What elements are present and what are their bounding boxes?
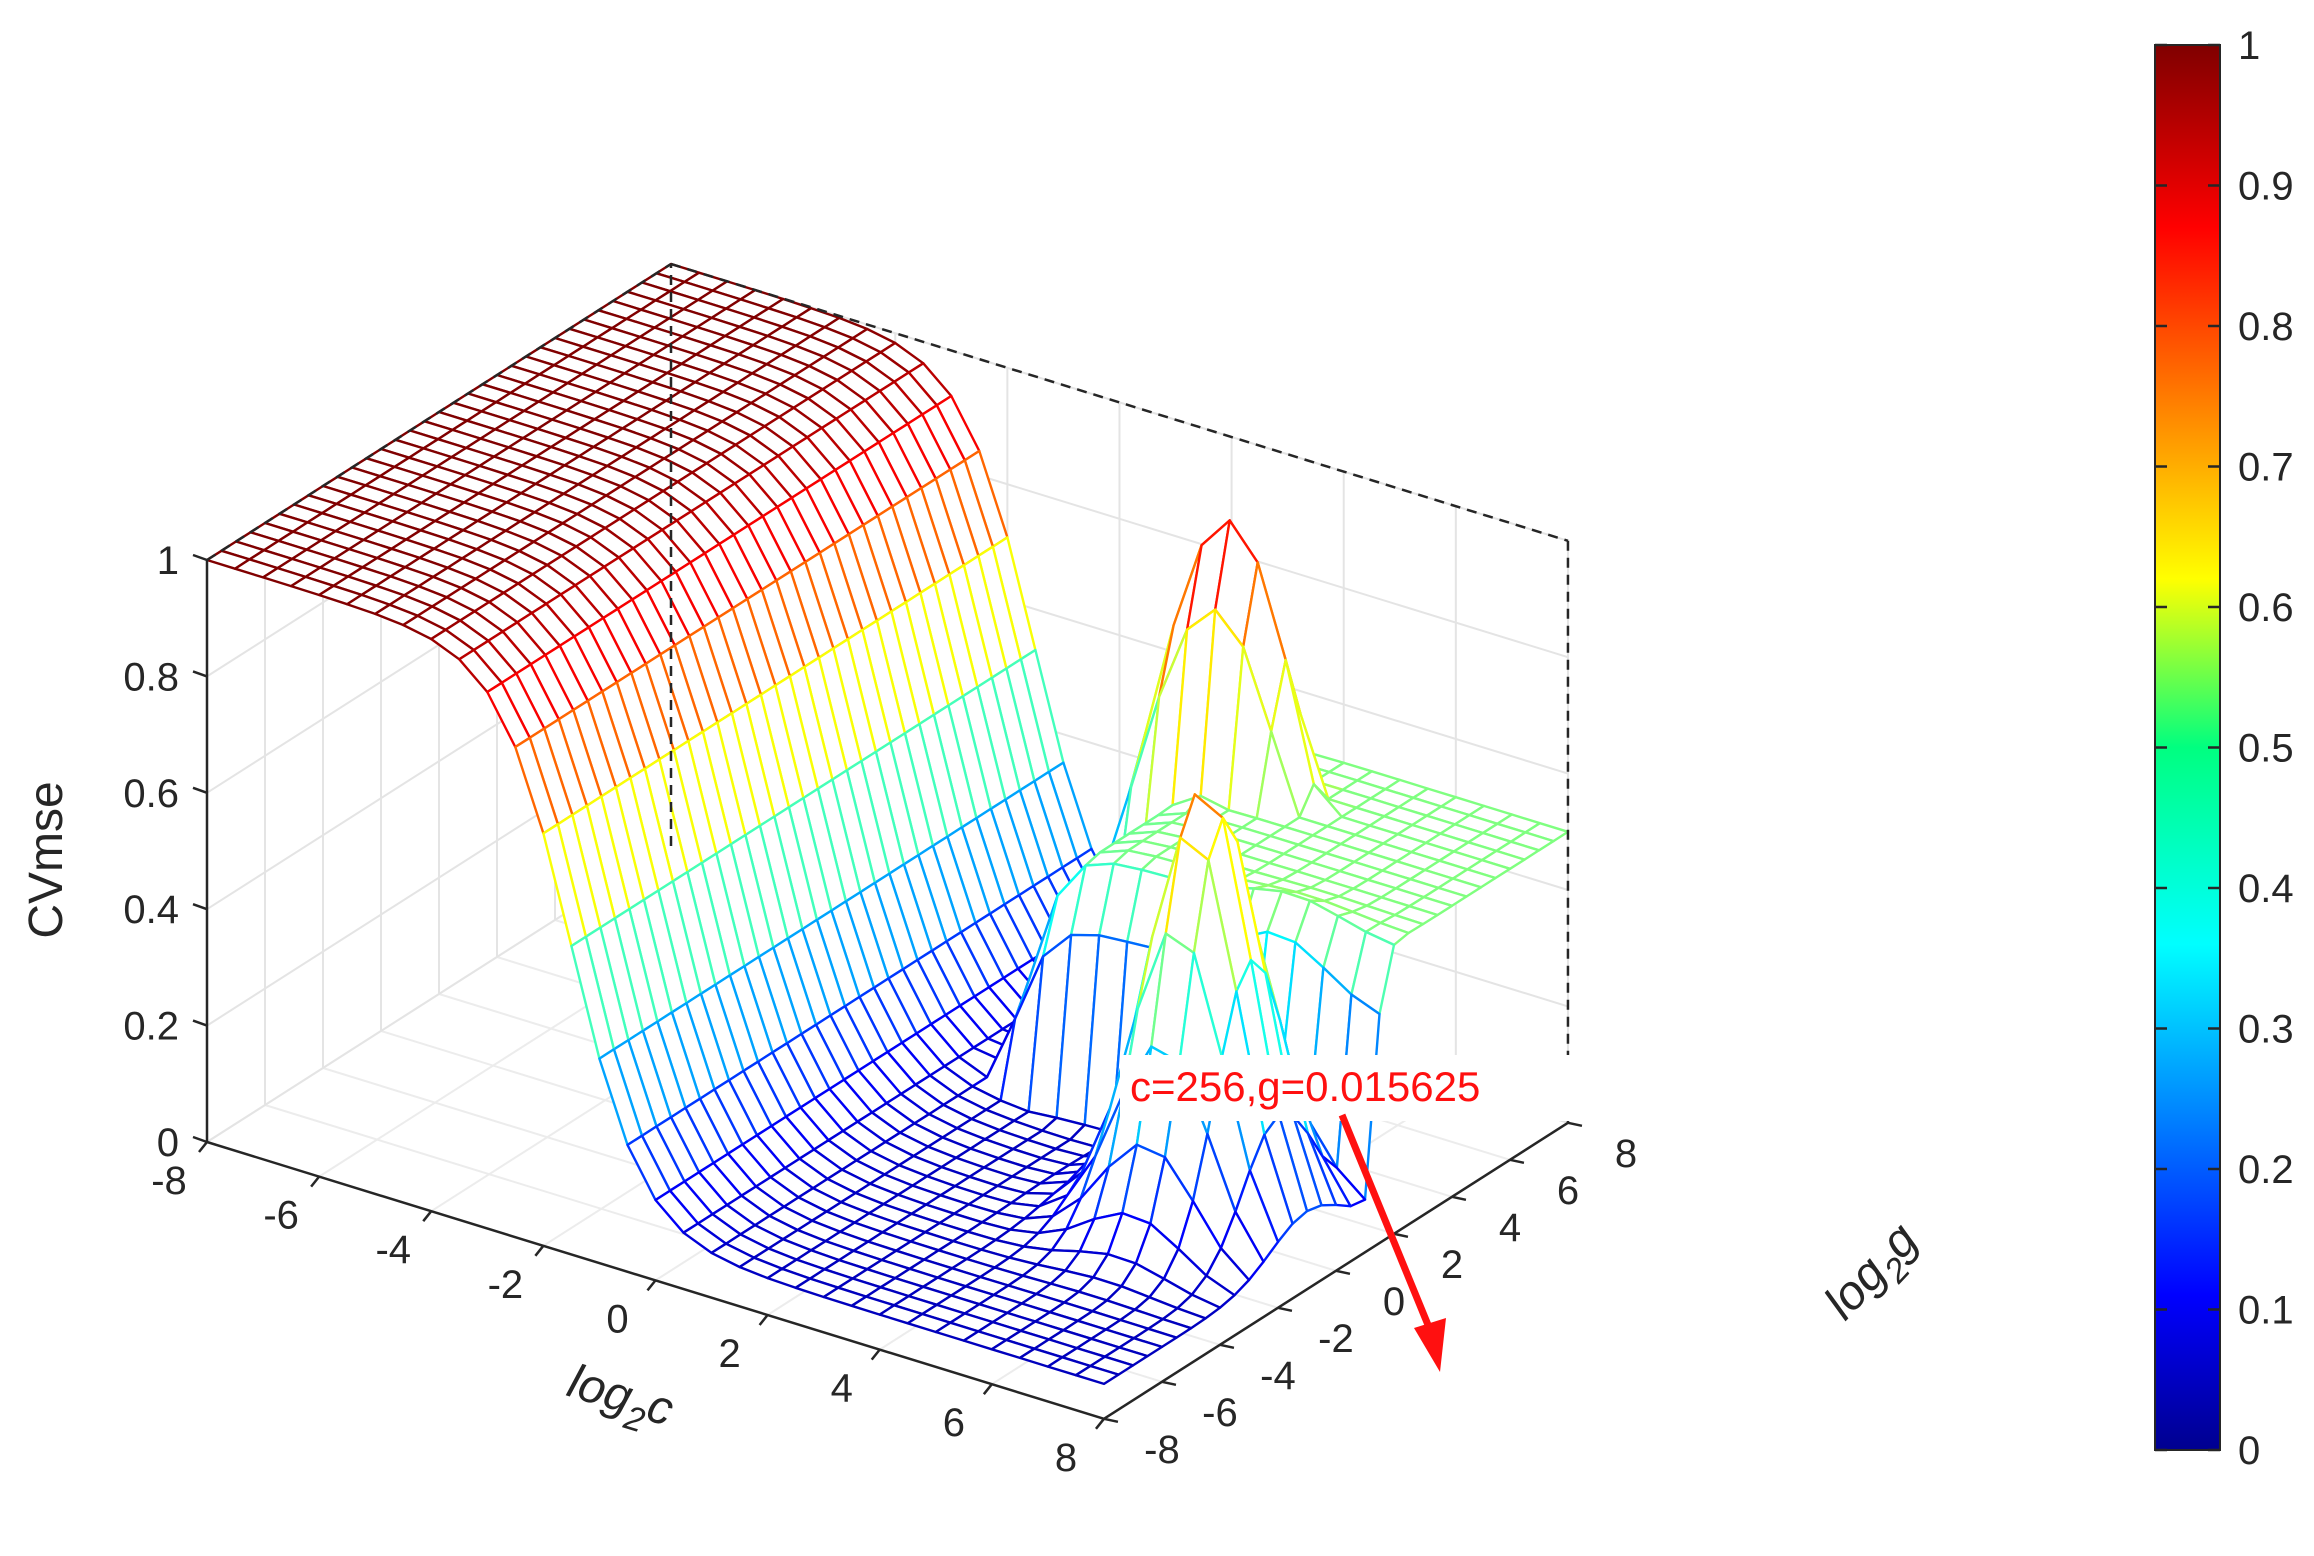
colorbar-tick-label: 1 bbox=[2238, 24, 2260, 68]
colorbar-tick-label: 0.6 bbox=[2238, 586, 2294, 630]
optimum-annotation: c=256,g=0.015625 bbox=[1120, 1055, 1572, 1372]
annotation-arrow-head bbox=[1414, 1318, 1446, 1372]
z-tick-mark bbox=[192, 553, 208, 562]
y-tick-mark bbox=[1103, 1417, 1119, 1424]
x-tick-mark bbox=[534, 1245, 545, 1257]
z-tick-label: 0.6 bbox=[123, 772, 179, 816]
x-tick-label: 6 bbox=[943, 1401, 965, 1445]
surface-mesh bbox=[205, 262, 1570, 1386]
y-tick-mark bbox=[1161, 1380, 1177, 1387]
x-tick-mark bbox=[646, 1279, 657, 1292]
x-tick-label: 0 bbox=[606, 1297, 628, 1341]
x-axis-label: log2c bbox=[559, 1355, 680, 1447]
z-tick-mark bbox=[192, 1019, 208, 1027]
y-tick-mark bbox=[1335, 1269, 1351, 1276]
x-tick-label: 4 bbox=[831, 1367, 853, 1411]
x-tick-label: -2 bbox=[488, 1263, 524, 1307]
axis-line bbox=[670, 262, 1569, 542]
axis-line bbox=[206, 262, 672, 562]
z-axis-label: CVmse bbox=[20, 781, 73, 938]
colorbar-tick-label: 0.2 bbox=[2238, 1148, 2294, 1192]
annotation-arrow-shaft bbox=[1338, 1113, 1439, 1344]
y-tick-mark bbox=[1509, 1158, 1525, 1165]
x-tick-mark bbox=[310, 1175, 321, 1188]
x-tick-mark bbox=[198, 1141, 208, 1153]
y-tick-label: 2 bbox=[1441, 1243, 1463, 1287]
x-tick-label: 8 bbox=[1055, 1436, 1077, 1480]
y-tick-label: -6 bbox=[1202, 1391, 1238, 1435]
z-tick-label: 0.4 bbox=[123, 888, 179, 932]
colorbar: 0 0.1 0.2 0.3 0.4 0.5 0.6 0.7 0.8 0.9 1 bbox=[2154, 24, 2294, 1473]
z-tick-mark bbox=[192, 786, 208, 794]
y-tick-label: 8 bbox=[1615, 1132, 1637, 1176]
y-tick-mark bbox=[1219, 1343, 1235, 1350]
y-tick-label: -8 bbox=[1144, 1428, 1180, 1472]
z-tick-mark bbox=[192, 1135, 208, 1144]
z-tick-label: 0 bbox=[157, 1121, 179, 1165]
y-tick-mark bbox=[1451, 1195, 1467, 1202]
y-axis-label: log2g bbox=[1814, 1213, 1936, 1337]
annotation-text: c=256,g=0.015625 bbox=[1130, 1063, 1480, 1110]
x-tick-mark bbox=[982, 1383, 993, 1395]
x-tick-mark bbox=[758, 1314, 769, 1326]
colorbar-tick-label: 0.4 bbox=[2238, 867, 2294, 911]
colorbar-ticks: 0 0.1 0.2 0.3 0.4 0.5 0.6 0.7 0.8 0.9 1 bbox=[2155, 24, 2294, 1473]
y-tick-label: -4 bbox=[1260, 1354, 1296, 1398]
x-tick-mark bbox=[1094, 1418, 1105, 1430]
colorbar-tick-label: 0.7 bbox=[2238, 446, 2294, 490]
z-tick-mark bbox=[192, 670, 208, 678]
colorbar-tick-label: 0.8 bbox=[2238, 305, 2294, 349]
z-tick-label: 1 bbox=[157, 539, 179, 583]
y-tick-mark bbox=[1567, 1121, 1583, 1128]
x-axis-label-tail: c bbox=[641, 1379, 679, 1437]
x-tick-label: -6 bbox=[263, 1194, 299, 1238]
x-tick-mark bbox=[870, 1348, 881, 1361]
colorbar-tick-label: 0.1 bbox=[2238, 1289, 2294, 1333]
z-tick-label: 0.8 bbox=[123, 655, 179, 699]
colorbar-tick-label: 0 bbox=[2238, 1429, 2260, 1473]
z-tick-label: 0.2 bbox=[123, 1005, 179, 1049]
colorbar-tick-label: 0.9 bbox=[2238, 165, 2294, 209]
y-tick-mark bbox=[1277, 1306, 1293, 1313]
x-tick-label: -8 bbox=[151, 1159, 187, 1203]
y-tick-label: 6 bbox=[1557, 1169, 1579, 1213]
surface-cell bbox=[1074, 1364, 1120, 1386]
x-tick-label: -4 bbox=[375, 1228, 411, 1272]
y-tick-label: -2 bbox=[1318, 1317, 1354, 1361]
colorbar-tick-label: 0.5 bbox=[2238, 727, 2294, 771]
y-tick-label: 0 bbox=[1383, 1280, 1405, 1324]
y-tick-label: 4 bbox=[1499, 1206, 1521, 1250]
y-tick-mark bbox=[1393, 1232, 1409, 1239]
x-tick-label: 2 bbox=[718, 1332, 740, 1376]
annotation-box bbox=[1120, 1055, 1572, 1121]
z-tick-mark bbox=[192, 903, 208, 911]
colorbar-tick-label: 0.3 bbox=[2238, 1008, 2294, 1052]
x-tick-mark bbox=[422, 1210, 433, 1222]
